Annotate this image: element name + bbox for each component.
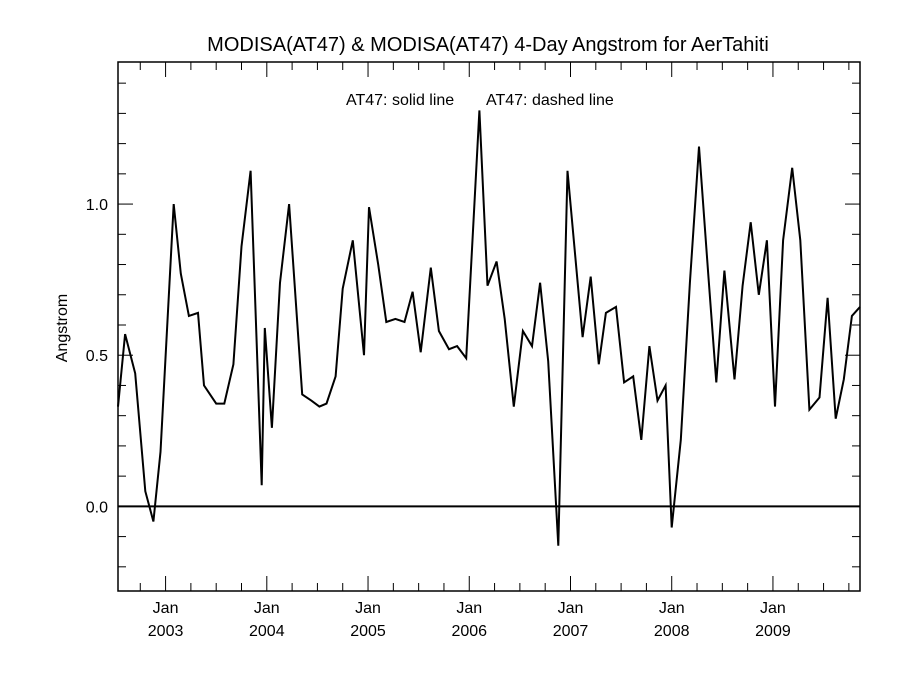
axis-tick-labels: 0.0 0.5 1.0 Jan 2003 Jan 2004 Jan 2005 Jan 2006 Jan… <box>86 197 791 640</box>
x-tick-label-year: 2008 <box>654 623 690 640</box>
x-tick-label-month: Jan <box>558 600 584 617</box>
y-tick-label: 1.0 <box>86 197 108 214</box>
x-tick-label-month: Jan <box>456 600 482 617</box>
y-axis-label: Angstrom <box>54 294 71 362</box>
x-tick-label-year: 2007 <box>553 623 589 640</box>
x-tick-label-year: 2003 <box>148 623 184 640</box>
x-tick-label-month: Jan <box>355 600 381 617</box>
axis-ticks <box>118 62 860 591</box>
x-tick-label-year: 2006 <box>451 623 487 640</box>
y-tick-label: 0.0 <box>86 499 108 516</box>
x-tick-label-month: Jan <box>153 600 179 617</box>
x-tick-label-month: Jan <box>254 600 280 617</box>
y-tick-label: 0.5 <box>86 348 108 365</box>
series-line-solid <box>117 110 861 546</box>
x-tick-label-year: 2004 <box>249 623 285 640</box>
legend-solid-label: AT47: solid line <box>346 92 454 109</box>
x-tick-label-year: 2009 <box>755 623 791 640</box>
x-tick-label-month: Jan <box>760 600 786 617</box>
plot-frame <box>117 61 861 592</box>
chart-title: MODISA(AT47) & MODISA(AT47) 4-Day Angstr… <box>207 34 769 56</box>
legend-dashed-label: AT47: dashed line <box>486 92 614 109</box>
x-tick-label-month: Jan <box>659 600 685 617</box>
x-tick-label-year: 2005 <box>350 623 386 640</box>
